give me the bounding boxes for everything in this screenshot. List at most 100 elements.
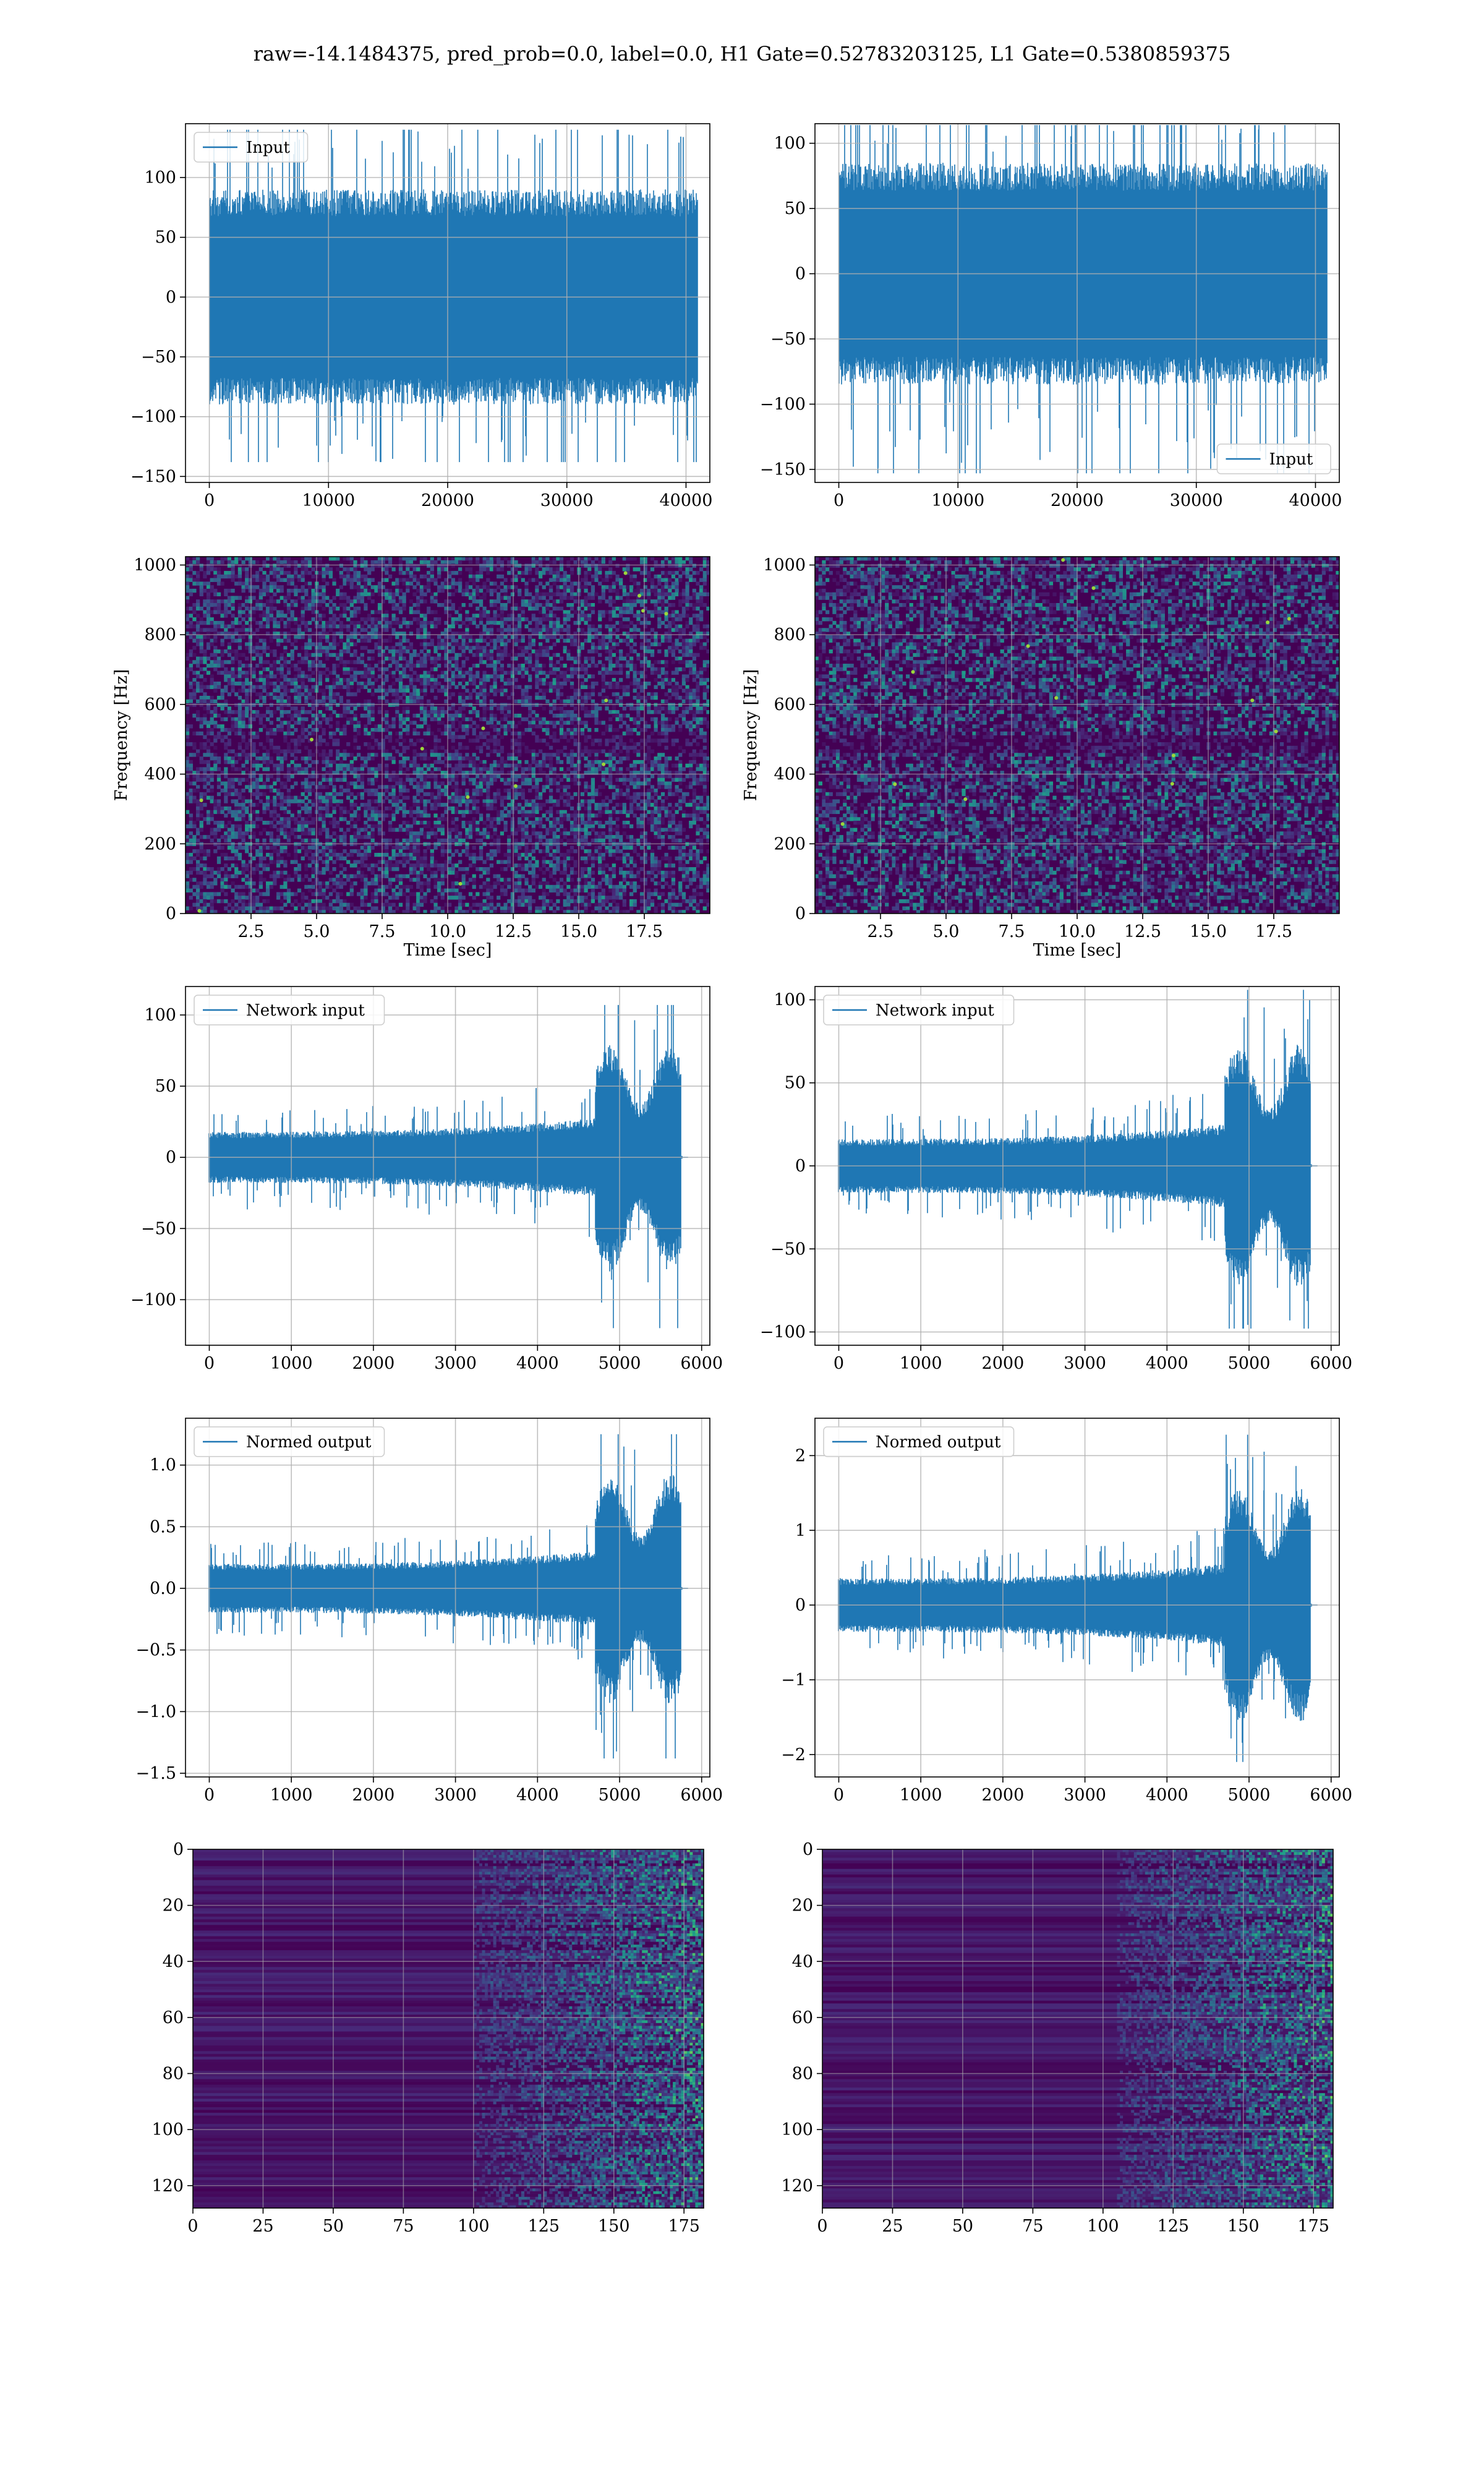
heatmap-cell — [608, 717, 613, 722]
heatmap-cell — [286, 703, 291, 707]
heatmap-cell — [639, 674, 644, 678]
heatmap-cell — [584, 692, 588, 696]
heatmap-cell — [475, 724, 480, 729]
heatmap-cell — [482, 703, 487, 707]
heatmap-cell — [497, 599, 501, 604]
heatmap-cell — [678, 635, 683, 640]
heatmap-cell — [301, 631, 305, 636]
heatmap-cell — [626, 664, 630, 668]
heatmap-cell — [573, 696, 578, 700]
heatmap-cell — [258, 664, 263, 668]
heatmap-cell — [647, 610, 651, 614]
heatmap-cell — [681, 571, 686, 575]
heatmap-cell — [367, 699, 372, 704]
heatmap-cell — [647, 749, 651, 753]
heatmap-cell — [608, 610, 613, 614]
heatmap-cell — [678, 713, 683, 718]
heatmap-cell — [521, 606, 525, 611]
heatmap-cell — [685, 678, 689, 682]
heatmap-cell — [479, 699, 484, 704]
heatmap-cell — [385, 563, 389, 568]
heatmap-cell — [437, 638, 441, 643]
heatmap-cell — [692, 606, 696, 611]
heatmap-cell — [706, 703, 710, 707]
heatmap-cell — [339, 763, 343, 768]
heatmap-cell — [279, 560, 284, 565]
heatmap-cell — [479, 585, 484, 589]
heatmap-cell — [500, 688, 505, 693]
heatmap-cell — [569, 557, 574, 561]
heatmap-cell — [357, 624, 361, 628]
heatmap-cell — [349, 642, 354, 646]
heatmap-cell — [524, 760, 529, 764]
heatmap-cell — [437, 642, 441, 646]
heatmap-cell — [566, 610, 571, 614]
heatmap-cell — [266, 682, 270, 686]
heatmap-cell — [468, 649, 473, 654]
heatmap-cell — [472, 592, 476, 597]
heatmap-cell — [444, 749, 448, 753]
heatmap-cell — [248, 638, 253, 643]
heatmap-cell — [552, 603, 556, 607]
heatmap-cell — [497, 596, 501, 600]
heatmap-cell — [622, 592, 626, 597]
heatmap-cell — [402, 738, 406, 743]
heatmap-cell — [391, 670, 396, 675]
heatmap-cell — [444, 585, 448, 589]
heatmap-cell — [385, 646, 389, 650]
heatmap-cell — [594, 682, 599, 686]
heatmap-cell — [307, 563, 312, 568]
heatmap-cell — [689, 642, 693, 646]
heatmap-cell — [269, 710, 273, 714]
heatmap-cell — [437, 710, 441, 714]
heatmap-cell — [186, 674, 190, 678]
heatmap-cell — [269, 760, 273, 764]
heatmap-cell — [189, 588, 193, 593]
heatmap-cell — [643, 753, 647, 757]
y-tick-label: −150 — [760, 460, 806, 479]
heatmap-cell — [479, 688, 484, 693]
heatmap-cell — [657, 578, 662, 582]
heatmap-cell — [206, 696, 211, 700]
heatmap-cell — [430, 578, 434, 582]
heatmap-cell — [343, 678, 347, 682]
heatmap-cell — [559, 578, 564, 582]
heatmap-cell — [203, 706, 207, 711]
heatmap-cell — [594, 557, 599, 561]
heatmap-cell — [514, 588, 518, 593]
heatmap-cell — [605, 585, 609, 589]
heatmap-cell — [343, 614, 347, 618]
heatmap-cell — [248, 599, 253, 604]
heatmap-cell — [699, 631, 704, 636]
heatmap-cell — [325, 717, 330, 722]
heatmap-cell — [465, 614, 469, 618]
heatmap-cell — [671, 628, 676, 632]
heatmap-cell — [227, 646, 232, 650]
heatmap-cell — [423, 624, 427, 628]
heatmap-cell — [539, 628, 543, 632]
heatmap-cell — [569, 592, 574, 597]
heatmap-cell — [563, 596, 567, 600]
heatmap-cell — [360, 624, 364, 628]
heatmap-cell — [468, 763, 473, 768]
heatmap-cell — [542, 682, 546, 686]
heatmap-cell — [241, 653, 245, 657]
heatmap-cell — [199, 699, 203, 704]
heatmap-cell — [615, 620, 620, 625]
heatmap-cell — [433, 664, 438, 668]
heatmap-cell — [199, 635, 203, 640]
heatmap-cell — [346, 596, 351, 600]
heatmap-cell — [689, 688, 693, 693]
heatmap-cell — [448, 581, 452, 586]
heatmap-cell — [539, 664, 543, 668]
heatmap-cell — [286, 667, 291, 672]
heatmap-cell — [398, 649, 403, 654]
heatmap-cell — [273, 624, 277, 628]
heatmap-cell — [234, 649, 239, 654]
heatmap-cell — [451, 674, 455, 678]
heatmap-cell — [398, 653, 403, 657]
heatmap-cell — [654, 574, 658, 579]
heatmap-cell — [385, 721, 389, 725]
y-tick-label: −100 — [760, 395, 806, 414]
heatmap-cell — [633, 682, 637, 686]
